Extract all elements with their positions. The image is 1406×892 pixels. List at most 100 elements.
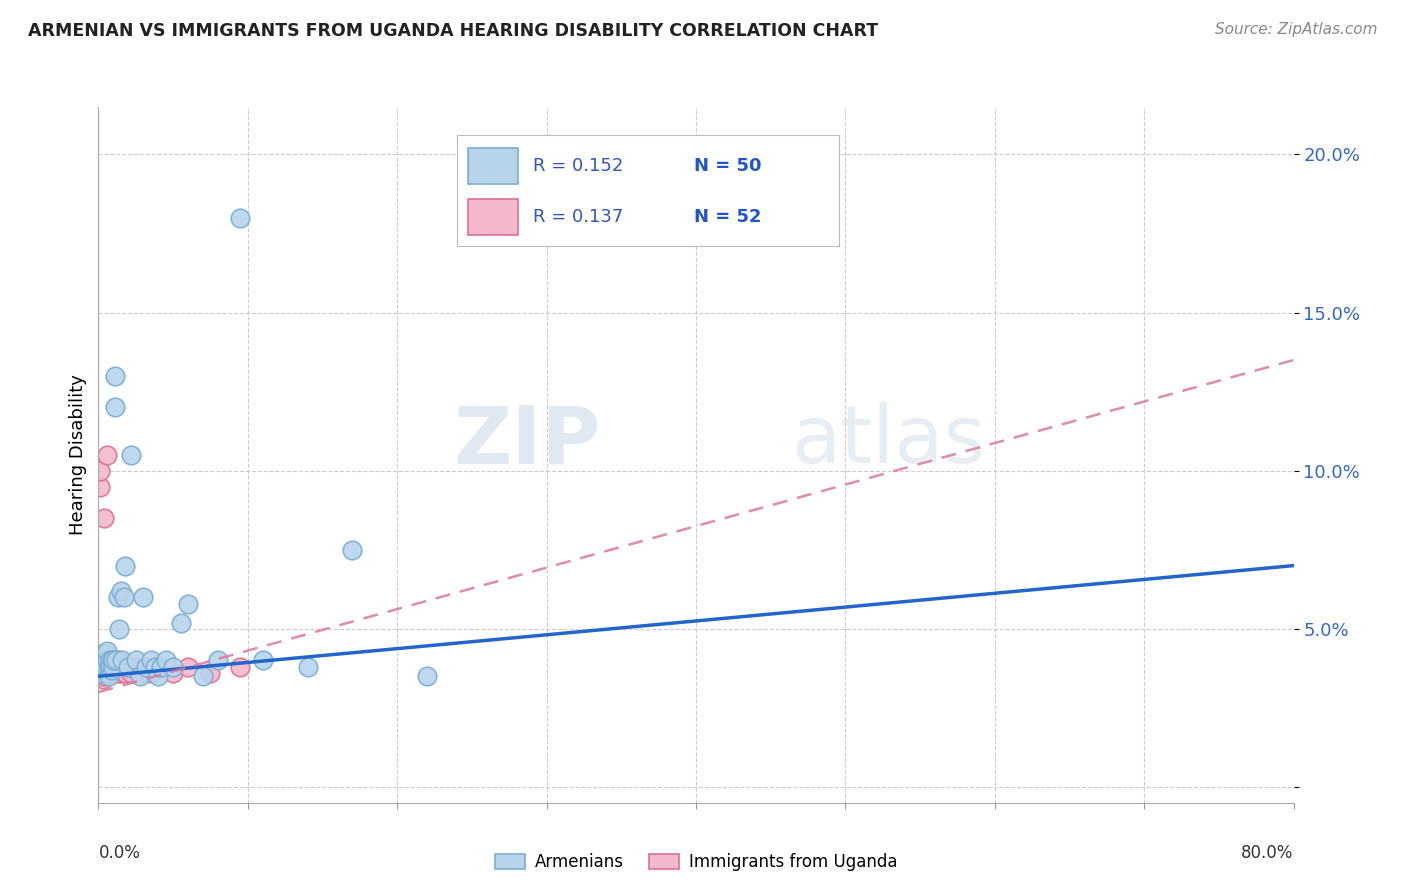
Point [110,666,132,681]
Point [114,558,136,573]
Point [148,669,170,683]
Point [90,663,112,677]
Text: 80.0%: 80.0% [1241,844,1294,862]
Point [143,660,166,674]
Point [139,666,162,681]
Point [107,591,129,605]
Point [89,479,111,493]
Point [91,647,114,661]
Y-axis label: Hearing Disability: Hearing Disability [69,375,87,535]
Point [90,666,112,681]
Point [117,660,139,674]
Point [107,666,129,681]
Point [94,647,117,661]
Point [155,653,177,667]
Point [191,669,214,683]
Point [120,666,142,681]
Point [125,660,148,674]
Point [90,647,112,661]
Point [104,368,127,383]
Point [148,660,170,674]
Point [91,673,114,687]
Legend: Armenians, Immigrants from Uganda: Armenians, Immigrants from Uganda [488,847,904,878]
Point [89,660,111,674]
Point [91,666,114,681]
Point [93,663,115,677]
Point [91,647,114,661]
Point [93,669,115,683]
Point [207,653,229,667]
Point [96,653,118,667]
Point [129,666,152,681]
Point [94,660,117,674]
Point [229,211,252,225]
Point [96,448,118,462]
Point [132,591,155,605]
Point [103,660,125,674]
Point [104,401,127,415]
Point [104,666,127,681]
Point [89,666,111,681]
Point [91,653,114,667]
Point [93,663,115,677]
Point [93,653,115,667]
Point [110,583,132,598]
Point [229,660,252,674]
Point [96,666,118,681]
Point [91,660,114,674]
Point [97,660,120,674]
Point [97,669,120,683]
Point [103,660,125,674]
Point [111,653,134,667]
Point [105,653,128,667]
Point [169,615,191,630]
Point [120,448,142,462]
Point [96,644,118,658]
Point [89,663,111,677]
Point [91,653,114,667]
Point [114,666,136,681]
Point [94,653,117,667]
Point [96,660,118,674]
Point [125,653,148,667]
Point [117,660,139,674]
Point [103,653,125,667]
Point [103,666,125,681]
Point [129,669,152,683]
Point [94,660,117,674]
Point [177,597,200,611]
Point [98,660,122,674]
Point [101,653,124,667]
Point [97,660,120,674]
Point [89,653,111,667]
Point [108,622,131,636]
Point [90,669,112,683]
Point [91,660,114,674]
Point [139,653,162,667]
Point [98,660,122,674]
Point [98,666,122,681]
Point [135,660,157,674]
Point [108,653,131,667]
Point [90,660,112,674]
Point [94,647,117,661]
Point [135,660,157,674]
Point [93,511,115,525]
Text: ZIP: ZIP [453,402,600,480]
Point [93,653,115,667]
Point [89,464,111,478]
Point [101,660,124,674]
Point [105,660,128,674]
Point [150,660,173,674]
Point [252,653,274,667]
Point [97,666,120,681]
Text: ARMENIAN VS IMMIGRANTS FROM UGANDA HEARING DISABILITY CORRELATION CHART: ARMENIAN VS IMMIGRANTS FROM UGANDA HEARI… [28,22,879,40]
Point [101,666,124,681]
Point [97,653,120,667]
Point [162,660,184,674]
Point [98,653,122,667]
Text: 0.0%: 0.0% [98,844,141,862]
Point [162,666,184,681]
Text: Source: ZipAtlas.com: Source: ZipAtlas.com [1215,22,1378,37]
Point [90,653,112,667]
